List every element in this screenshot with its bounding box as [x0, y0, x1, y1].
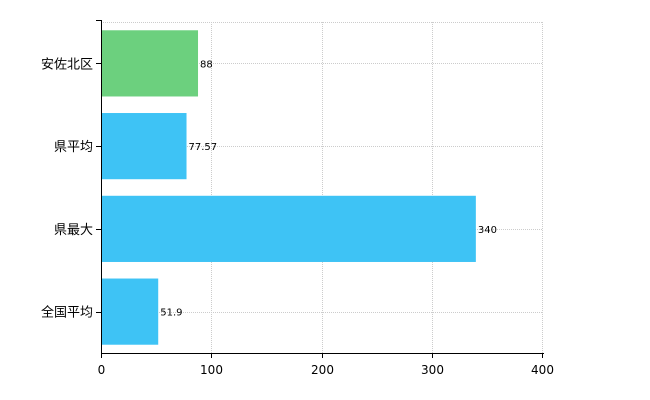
category-label: 県平均 [54, 140, 93, 155]
data-label: 88 [200, 59, 213, 70]
category-label: 全国平均 [41, 305, 93, 321]
bar-2 [101, 113, 187, 180]
x-tick-label: 100 [200, 363, 223, 377]
category-label: 安佐北区 [41, 57, 93, 72]
x-tick-label: 400 [531, 363, 554, 377]
labels: 88 安佐北区 77.57 県平均 340 県最大 51.9 全国平均 0 100 200 300 40… [41, 57, 554, 377]
data-label: 51.9 [160, 308, 182, 319]
category-label: 県最大 [54, 223, 93, 238]
bar-4 [101, 278, 159, 345]
data-label: 340 [478, 225, 497, 236]
bars [101, 30, 476, 345]
bar-3 [101, 195, 476, 262]
x-tick-label: 300 [421, 363, 444, 377]
axes [96, 20, 544, 358]
x-tick-label: 200 [311, 363, 334, 377]
bar-1 [101, 30, 199, 97]
data-label: 77.57 [189, 142, 218, 153]
x-tick-label: 0 [98, 363, 106, 377]
